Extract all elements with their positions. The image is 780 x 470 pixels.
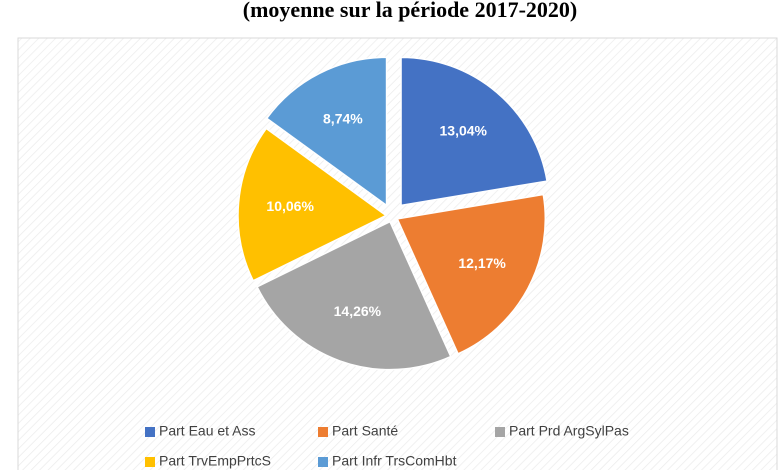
legend: Part Eau et Ass Part Santé Part Prd ArgSyl… <box>145 423 629 469</box>
legend-label: Part Eau et Ass <box>159 423 256 439</box>
legend-label: Part Santé <box>332 423 398 439</box>
legend-label: Part TrvEmpPrtcS <box>159 453 271 469</box>
legend-swatch <box>145 457 155 467</box>
legend-label: Part Prd ArgSylPas <box>509 423 629 439</box>
pie: 13,04% 12,17% 14,26% 10,06% 8,74% <box>237 56 548 371</box>
legend-swatch <box>145 427 155 437</box>
legend-swatch <box>318 427 328 437</box>
pie-slice <box>400 56 548 207</box>
legend-swatch <box>495 427 505 437</box>
pie-slice <box>396 193 546 355</box>
pie-slice <box>256 220 452 371</box>
value-label: 10,06% <box>266 198 314 214</box>
value-label: 12,17% <box>458 255 506 271</box>
pie-slice <box>265 56 388 207</box>
value-label: 14,26% <box>334 303 382 319</box>
legend-swatch <box>318 457 328 467</box>
value-label: 13,04% <box>440 123 488 139</box>
legend-label: Part Infr TrsComHbt <box>332 453 457 469</box>
pie-slice <box>237 127 388 282</box>
value-label: 8,74% <box>323 110 363 126</box>
chart-title: (moyenne sur la période 2017-2020) <box>243 0 577 22</box>
